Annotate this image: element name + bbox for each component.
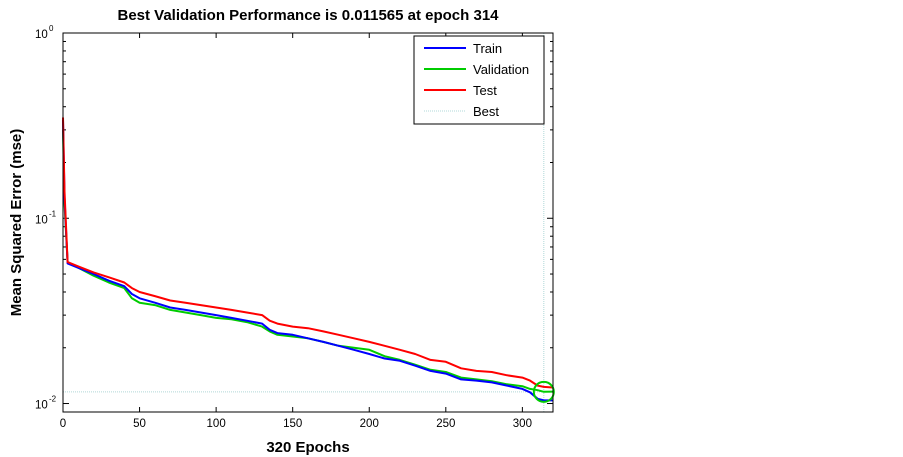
- x-tick-label: 200: [360, 418, 379, 430]
- y-tick-exponent: 0: [49, 24, 54, 33]
- x-tick-label: 100: [207, 418, 226, 430]
- best-marker: [532, 380, 555, 403]
- x-tick-label: 300: [513, 418, 532, 430]
- y-axis-label: Mean Squared Error (mse): [8, 129, 25, 317]
- series-line-validation: [62, 129, 554, 393]
- legend-label-train: Train: [473, 41, 502, 56]
- legend: Train Validation Test Best: [413, 35, 545, 125]
- best-point-circle: [532, 380, 555, 403]
- legend-label-best: Best: [473, 104, 499, 119]
- y-tick-label: 10: [35, 29, 48, 41]
- chart-title: Best Validation Performance is 0.011565 …: [117, 7, 499, 24]
- y-tick-exponent: -2: [49, 395, 57, 404]
- series-lines: [62, 117, 554, 402]
- best-guides: [63, 33, 553, 412]
- y-tick-label: 10: [35, 400, 48, 412]
- plot-frame: [62, 32, 554, 413]
- x-tick-label: 250: [436, 418, 455, 430]
- x-axis-label: 320 Epochs: [266, 439, 349, 456]
- legend-label-test: Test: [473, 83, 497, 98]
- y-tick-exponent: -1: [49, 209, 57, 218]
- x-tick-label: 50: [133, 418, 146, 430]
- x-tick-label: 0: [60, 418, 66, 430]
- legend-label-validation: Validation: [473, 62, 529, 77]
- x-tick-label: 150: [283, 418, 302, 430]
- legend-box: [413, 35, 545, 125]
- y-tick-label: 10: [35, 214, 48, 226]
- series-line-test: [62, 117, 554, 389]
- series-line-train: [62, 119, 553, 402]
